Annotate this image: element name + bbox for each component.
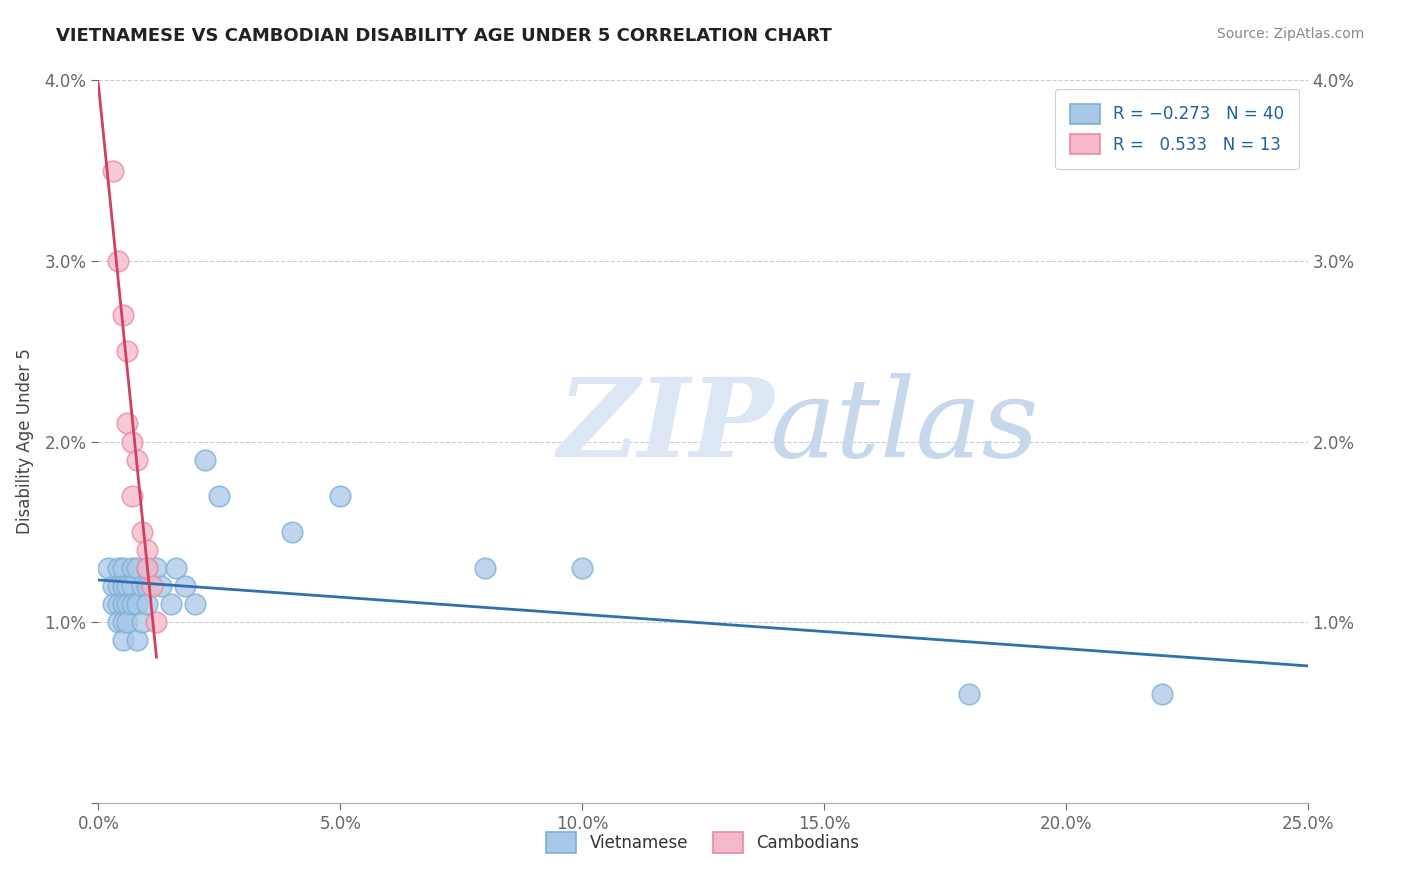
Legend: Vietnamese, Cambodians: Vietnamese, Cambodians: [540, 826, 866, 860]
Point: [165, 561, 187, 575]
Point: [117, 344, 139, 359]
Point: [107, 615, 129, 630]
Point: [101, 597, 124, 611]
Point: [117, 615, 139, 630]
Point: [111, 561, 134, 575]
Point: [111, 579, 134, 593]
Point: [111, 597, 134, 611]
Point: [111, 615, 134, 630]
Point: [281, 524, 304, 539]
Text: atlas: atlas: [769, 374, 1039, 481]
Point: [135, 561, 157, 575]
Point: [127, 597, 149, 611]
Point: [121, 597, 143, 611]
Point: [145, 615, 167, 630]
Point: [107, 597, 129, 611]
Point: [1152, 687, 1174, 701]
Point: [111, 633, 134, 648]
Point: [145, 561, 167, 575]
Point: [121, 579, 143, 593]
Point: [150, 579, 173, 593]
Point: [208, 489, 231, 503]
Point: [135, 597, 157, 611]
Y-axis label: Disability Age Under 5: Disability Age Under 5: [15, 349, 34, 534]
Text: ZIP: ZIP: [558, 374, 775, 481]
Text: Source: ZipAtlas.com: Source: ZipAtlas.com: [1216, 27, 1364, 41]
Point: [194, 452, 217, 467]
Point: [121, 489, 143, 503]
Point: [160, 597, 183, 611]
Point: [135, 579, 157, 593]
Point: [111, 308, 134, 322]
Point: [101, 163, 124, 178]
Point: [101, 579, 124, 593]
Point: [131, 579, 153, 593]
Point: [184, 597, 207, 611]
Point: [97, 561, 120, 575]
Point: [329, 489, 352, 503]
Point: [474, 561, 496, 575]
Point: [127, 561, 149, 575]
Point: [121, 561, 143, 575]
Point: [127, 633, 149, 648]
Point: [117, 579, 139, 593]
Point: [141, 579, 163, 593]
Point: [107, 253, 129, 268]
Point: [121, 434, 143, 449]
Text: VIETNAMESE VS CAMBODIAN DISABILITY AGE UNDER 5 CORRELATION CHART: VIETNAMESE VS CAMBODIAN DISABILITY AGE U…: [56, 27, 832, 45]
Point: [131, 615, 153, 630]
Point: [117, 597, 139, 611]
Point: [107, 579, 129, 593]
Point: [135, 561, 157, 575]
Point: [117, 417, 139, 431]
Point: [135, 542, 157, 557]
Point: [957, 687, 980, 701]
Point: [571, 561, 593, 575]
Point: [107, 561, 129, 575]
Point: [174, 579, 197, 593]
Point: [127, 452, 149, 467]
Point: [131, 524, 153, 539]
